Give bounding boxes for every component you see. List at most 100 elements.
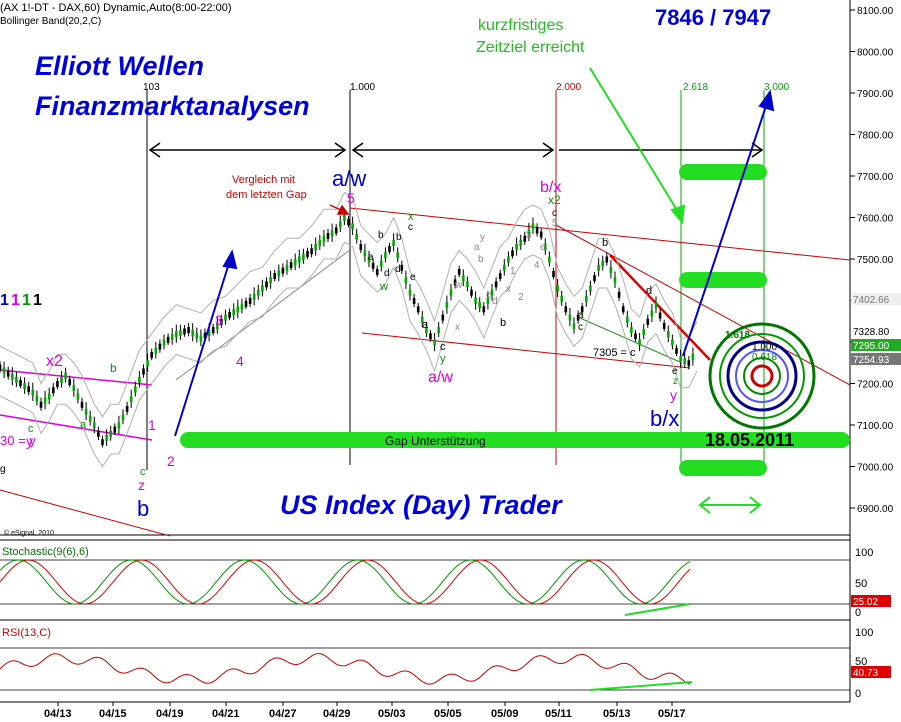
candle-body <box>175 331 178 338</box>
stoch-d-line <box>0 559 691 605</box>
candle-body <box>240 303 244 310</box>
candle-body <box>134 386 137 393</box>
price-tick-label: 7100.00 <box>857 421 894 432</box>
candle-body <box>146 360 149 367</box>
candle-body <box>207 329 211 336</box>
brand-line1: Elliott Wellen <box>35 51 204 81</box>
candle-body <box>154 347 158 354</box>
candle-body <box>671 339 674 346</box>
candle-body <box>535 227 539 234</box>
candle-body <box>470 289 473 296</box>
candle-body <box>597 264 600 271</box>
price-tick-label: 7000.00 <box>857 463 894 474</box>
price-tick-label: 7900.00 <box>857 89 894 100</box>
bollinger-lower <box>0 241 698 468</box>
candle-body <box>576 314 580 321</box>
rsi-tick-50: 50 <box>855 656 867 668</box>
date-tick-label: 04/15 <box>99 708 127 720</box>
candle-body <box>224 314 227 321</box>
candle-body <box>330 230 334 237</box>
gap-compare-2: dem letzten Gap <box>226 189 307 201</box>
stoch-title: Stochastic(9(6),6) <box>2 546 89 558</box>
wave-c-mid: c <box>440 341 446 353</box>
wave-two-g: 2 <box>518 292 524 303</box>
candle-body <box>56 381 59 387</box>
candle-body <box>0 364 2 371</box>
wave-a-right: a <box>578 310 584 321</box>
candle-body <box>396 252 399 259</box>
wave-d-b2: d <box>384 268 390 279</box>
candle-body <box>236 306 240 313</box>
wave-e-low: e <box>672 366 678 377</box>
candle-body <box>277 270 281 277</box>
wave-count-1a: 1 <box>0 292 9 309</box>
gap-support-bar <box>180 432 850 448</box>
candle-body <box>302 253 305 260</box>
candle-body <box>498 273 502 280</box>
candle-body <box>568 314 572 321</box>
candle-body <box>293 259 297 266</box>
wave-d-b3: d <box>492 296 498 307</box>
wave-b-mid: b <box>500 317 506 329</box>
fib-label-103: 103 <box>143 82 160 93</box>
candle-body <box>101 439 104 446</box>
candle-body <box>593 275 596 282</box>
candle-body <box>441 314 445 321</box>
candle-body <box>552 271 555 278</box>
candle-body <box>691 354 695 361</box>
stoch-tick-100: 100 <box>855 547 873 559</box>
level-7305: 7305 = c <box>593 347 636 359</box>
rsi-title: RSI(13,C) <box>2 627 51 639</box>
wave-three-g: 3 <box>526 230 532 241</box>
candle-body <box>195 332 199 339</box>
candle-body <box>248 298 252 304</box>
candle-body <box>113 426 117 433</box>
candle-body <box>232 309 235 316</box>
target-note-2: Zeitziel erreicht <box>476 39 585 56</box>
esignal-credit: © eSignal, 2010 <box>4 529 54 537</box>
wave-b-left: b <box>110 361 117 375</box>
candle-body <box>2 367 6 374</box>
wave-bx-top: b/x <box>540 179 561 196</box>
wave-four: 4 <box>236 353 244 369</box>
candle-body <box>80 401 84 408</box>
candle-body <box>72 385 76 392</box>
price-axis: 8100.00 8000.00 7900.00 7800.00 7700.00 7600.… <box>850 6 894 515</box>
wave-d-mid: d <box>646 285 652 297</box>
candle-body <box>658 312 662 319</box>
rsi-path <box>0 652 691 685</box>
candle-body <box>310 248 313 255</box>
candle-body <box>371 262 375 269</box>
candle-body <box>642 329 645 336</box>
candle-body <box>64 372 67 379</box>
candle-body <box>429 333 432 340</box>
date-tick-label: 04/27 <box>269 708 297 720</box>
candle-body <box>199 335 203 342</box>
candle-body <box>269 277 272 284</box>
date-tick-label: 05/17 <box>658 708 686 720</box>
wave-a-b3: a <box>474 242 480 253</box>
candle-body <box>560 295 563 302</box>
left-g: g <box>0 464 6 475</box>
candle-body <box>142 368 145 375</box>
stochastic-lines <box>0 559 691 605</box>
price-tick-label: 8100.00 <box>857 6 894 17</box>
candle-body <box>27 386 30 393</box>
candle-body <box>6 370 10 377</box>
candle-body <box>445 302 449 309</box>
candle-body <box>515 244 518 251</box>
candle-body <box>363 250 367 257</box>
wave-b-b1: b <box>378 230 384 241</box>
candle-body <box>257 289 260 296</box>
wave-x2-top: x2 <box>548 193 561 207</box>
price-tick-label: 6900.00 <box>857 504 894 515</box>
candle-body <box>298 256 301 263</box>
candle-body <box>531 223 535 230</box>
wave-b-b3: b <box>478 254 484 265</box>
wave-c-top: c <box>552 208 557 219</box>
fib-label-2618: 2.618 <box>683 82 708 93</box>
target-circles <box>708 322 816 430</box>
candle-body <box>449 289 453 296</box>
wave-y-b3: y <box>480 232 485 243</box>
candle-body <box>457 268 461 275</box>
